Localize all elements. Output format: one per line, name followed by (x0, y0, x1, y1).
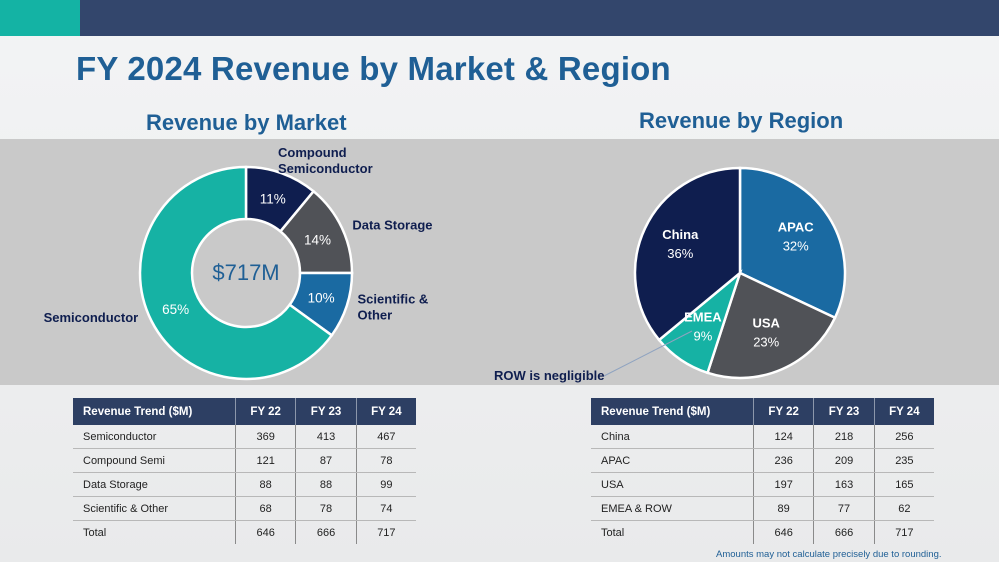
region-header-fy-22: FY 22 (753, 398, 815, 425)
table-cell: 87 (295, 448, 357, 473)
pie-slice-semiconductor (138, 165, 334, 381)
table-cell: 646 (753, 520, 815, 544)
region-revenue-table: Revenue Trend ($M) FY 22 FY 23 FY 24 China 1… (591, 398, 934, 544)
pie-slice-apac (738, 166, 847, 320)
donut-center-label: $717M (212, 260, 279, 285)
slice-value-semiconductor: 65% (162, 302, 189, 317)
slice-value-scientific-other: 10% (308, 290, 335, 305)
row-label: Total (73, 520, 236, 544)
region-chart-title: Revenue by Region (639, 108, 844, 133)
slice-value-compound-semiconductor: 11% (260, 192, 286, 207)
header-accent (0, 0, 80, 36)
table-cell: 78 (356, 448, 416, 473)
pie-slice-china (633, 166, 742, 342)
row-label: Total (591, 520, 754, 544)
table-cell: 62 (874, 496, 934, 521)
table-cell: 717 (377, 526, 396, 539)
row-label: Semiconductor (73, 425, 236, 449)
table-cell: 218 (813, 425, 875, 449)
slice-value-china: 36% (667, 246, 693, 261)
table-cell: 78 (295, 496, 357, 521)
market-header-revenue-trend-m: Revenue Trend ($M) (73, 398, 236, 425)
table-cell: 74 (356, 496, 416, 521)
slice-label-data-storage: Data Storage (352, 217, 432, 232)
table-cell: 88 (295, 472, 357, 497)
slice-value-data-storage: 14% (304, 232, 331, 247)
slice-value-apac: 32% (783, 239, 809, 254)
slice-label-scientific-other: Scientific & Other (358, 292, 429, 323)
region-header-fy-23: FY 23 (813, 398, 875, 425)
table-cell: 235 (874, 448, 934, 473)
table-cell: 89 (753, 496, 815, 521)
row-label: EMEA & ROW (591, 496, 754, 521)
slice-value-emea: 9% (694, 329, 713, 344)
row-label: Data Storage (73, 472, 236, 497)
market-revenue-table: Revenue Trend ($M) FY 22 FY 23 FY 24 Semico… (73, 398, 416, 544)
table-row: Total 646 666 717 (73, 520, 416, 544)
table-cell: 68 (235, 496, 297, 521)
region-header-revenue-trend-m: Revenue Trend ($M) (591, 398, 754, 425)
pie-slice-usa (705, 271, 837, 380)
table-cell: 467 (356, 425, 416, 449)
market-header-fy-24: FY 24 (356, 398, 416, 425)
row-label: USA (591, 472, 754, 497)
table-cell: 666 (813, 520, 875, 544)
slice-value-usa: 23% (753, 335, 779, 350)
slice-label-emea: EMEA (684, 310, 722, 325)
market-chart-title: Revenue by Market (146, 110, 347, 135)
table-cell: 163 (813, 472, 875, 497)
slice-label-semiconductor: Semiconductor (44, 310, 139, 325)
slice-label-china: China (662, 227, 699, 242)
market-header-fy-23: FY 23 (295, 398, 357, 425)
table-cell: 197 (753, 472, 815, 497)
table-cell: 369 (235, 425, 297, 449)
table-row: Compound Semi 121 87 78 (73, 448, 416, 473)
table-row: China 124 218 256 (591, 425, 934, 449)
rounding-footnote: Amounts may not calculate precisely due … (716, 549, 942, 560)
row-label: Compound Semi (73, 448, 236, 473)
row-annotation-leader (603, 330, 693, 377)
row-annotation: ROW is negligible (494, 368, 605, 383)
region-header-fy-24: FY 24 (874, 398, 934, 425)
table-cell: 209 (813, 448, 875, 473)
slice-label-usa: USA (752, 316, 780, 331)
table-cell: 256 (874, 425, 934, 449)
slice-label-apac: APAC (778, 220, 814, 235)
table-cell: 124 (753, 425, 815, 449)
table-cell: 236 (753, 448, 815, 473)
table-cell: 77 (813, 496, 875, 521)
row-label: APAC (591, 448, 754, 473)
table-cell: 88 (235, 472, 297, 497)
table-row: APAC 236 209 235 (591, 448, 934, 473)
table-row: Scientific & Other 68 78 74 (73, 496, 416, 521)
table-cell: 666 (295, 520, 357, 544)
table-row: Total 646 666 717 (591, 520, 934, 544)
table-row: USA 197 163 165 (591, 472, 934, 497)
table-cell: 717 (895, 526, 914, 539)
table-row: EMEA & ROW 89 77 62 (591, 496, 934, 521)
slice-label-compound-semiconductor: Compound Semiconductor (278, 145, 373, 176)
header-bar (0, 0, 999, 36)
page-title: FY 2024 Revenue by Market & Region (76, 50, 671, 87)
table-cell: 121 (235, 448, 297, 473)
table-row: Data Storage 88 88 99 (73, 472, 416, 497)
table-cell: 646 (235, 520, 297, 544)
row-label: Scientific & Other (73, 496, 236, 521)
table-cell: 99 (356, 472, 416, 497)
table-row: Semiconductor 369 413 467 (73, 425, 416, 449)
table-cell: 413 (295, 425, 357, 449)
market-header-fy-22: FY 22 (235, 398, 297, 425)
row-label: China (591, 425, 754, 449)
table-cell: 165 (874, 472, 934, 497)
